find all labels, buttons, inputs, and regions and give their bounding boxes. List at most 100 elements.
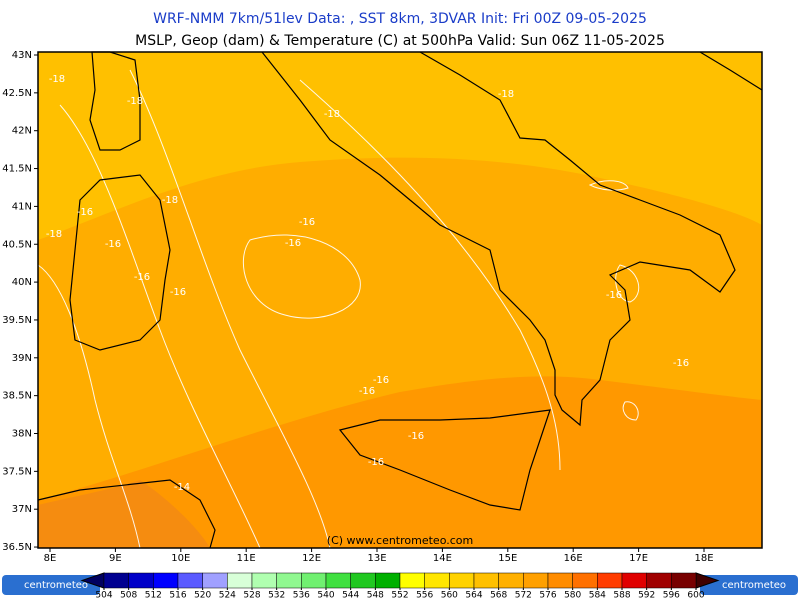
lat-label: 36.5N xyxy=(2,542,32,553)
colorbar-label: 600 xyxy=(687,591,704,600)
contour-label: -16 xyxy=(105,239,121,250)
colorbar-label: 536 xyxy=(293,591,310,600)
contour-label: -18 xyxy=(46,229,62,240)
contour-label: -16 xyxy=(673,358,689,369)
colorbar-cell xyxy=(399,572,425,589)
contour-label: -16 xyxy=(170,287,186,298)
coastline xyxy=(69,174,171,351)
colorbar-label: 524 xyxy=(219,591,236,600)
lon-label: 16E xyxy=(564,553,583,564)
contour-label: -16 xyxy=(285,238,301,249)
coastline xyxy=(699,51,763,91)
lon-label: 15E xyxy=(498,553,517,564)
contour-label: -18 xyxy=(162,195,178,206)
colorbar-cell xyxy=(375,572,401,589)
colorbar-label: 584 xyxy=(589,591,606,600)
colorbar-label: 592 xyxy=(638,591,655,600)
lat-label: 42N xyxy=(12,126,32,137)
contour-label: -16 xyxy=(299,217,315,228)
lon-label: 13E xyxy=(367,553,386,564)
coastline xyxy=(89,51,141,151)
colorbar-cell xyxy=(153,572,179,589)
colorbar-label: 528 xyxy=(243,591,260,600)
colorbar-label: 556 xyxy=(416,591,433,600)
isobar xyxy=(59,104,261,549)
colorbar-label: 588 xyxy=(613,591,630,600)
isobar xyxy=(588,180,629,191)
colorbar-cell xyxy=(646,572,672,589)
contour-label: -18 xyxy=(324,109,340,120)
logo-left: centrometeo xyxy=(2,575,100,595)
logo-text: centrometeo xyxy=(722,580,786,591)
contour-label: -18 xyxy=(127,96,143,107)
colorbar-cell xyxy=(177,572,203,589)
lat-label: 39N xyxy=(12,353,32,364)
logo-right: centrometeo xyxy=(700,575,798,595)
isobar xyxy=(242,234,361,319)
contour-label: -18 xyxy=(49,74,65,85)
title-line-1: WRF-NMM 7km/51lev Data: , SST 8km, 3DVAR… xyxy=(153,11,647,27)
contour-label: -14 xyxy=(174,482,190,493)
lon-label: 9E xyxy=(109,553,122,564)
colorbar-label: 560 xyxy=(441,591,458,600)
lon-label: 14E xyxy=(433,553,452,564)
coastline xyxy=(37,479,216,549)
colorbar-label: 520 xyxy=(194,591,211,600)
isobar xyxy=(129,69,331,549)
colorbar-label: 564 xyxy=(465,591,482,600)
lat-label: 37N xyxy=(12,504,32,515)
logo-badge xyxy=(700,575,798,595)
lat-label: 38.5N xyxy=(2,391,32,402)
coastline xyxy=(338,409,551,511)
colorbar-cell xyxy=(227,572,253,589)
colorbar-cell xyxy=(621,572,647,589)
lat-label: 37.5N xyxy=(2,466,32,477)
colorbar-cell xyxy=(449,572,475,589)
lat-label: 38N xyxy=(12,429,32,440)
colorbar-cell xyxy=(325,572,351,589)
lon-label: 18E xyxy=(694,553,713,564)
colorbar-cell xyxy=(523,572,549,589)
colorbar-label: 576 xyxy=(539,591,556,600)
colorbar-cell xyxy=(103,572,129,589)
colorbar-cell xyxy=(424,572,450,589)
contour-label: -18 xyxy=(498,89,514,100)
colorbar-label: 540 xyxy=(317,591,334,600)
lat-label: 41N xyxy=(12,201,32,212)
colorbar-label: 504 xyxy=(95,591,112,600)
colorbar-label: 552 xyxy=(391,591,408,600)
map-area: (C) www.centrometeo.com xyxy=(37,51,763,549)
copyright: (C) www.centrometeo.com xyxy=(327,534,473,547)
colorbar-cell xyxy=(202,572,228,589)
map-frame xyxy=(37,51,763,549)
contour-label: -16 xyxy=(368,457,384,468)
contour-label: -16 xyxy=(408,431,424,442)
lon-label: 17E xyxy=(629,553,648,564)
colorbar-label: 568 xyxy=(490,591,507,600)
title-line-2: MSLP, Geop (dam) & Temperature (C) at 50… xyxy=(135,33,665,49)
contour-label: -16 xyxy=(606,290,622,301)
lon-label: 8E xyxy=(44,553,57,564)
colorbar-label: 516 xyxy=(169,591,186,600)
contour-label: -16 xyxy=(359,386,375,397)
contour-label: -16 xyxy=(77,207,93,218)
colorbar-cell xyxy=(597,572,623,589)
colorbar-cell xyxy=(251,572,277,589)
colorbar-label: 548 xyxy=(367,591,384,600)
colorbar-cell xyxy=(498,572,524,589)
colorbar-label: 544 xyxy=(342,591,359,600)
coastline xyxy=(261,51,736,427)
lat-label: 40N xyxy=(12,277,32,288)
lat-label: 40.5N xyxy=(2,239,32,250)
colorbar-label: 512 xyxy=(145,591,162,600)
colorbar-label: 572 xyxy=(515,591,532,600)
colorbar-label: 580 xyxy=(564,591,581,600)
lon-label: 11E xyxy=(237,553,256,564)
colorbar-cell xyxy=(572,572,598,589)
contour-label: -16 xyxy=(134,272,150,283)
isobar xyxy=(615,264,640,303)
isobar xyxy=(299,79,561,471)
colorbar-cell xyxy=(276,572,302,589)
field-band xyxy=(38,480,210,548)
